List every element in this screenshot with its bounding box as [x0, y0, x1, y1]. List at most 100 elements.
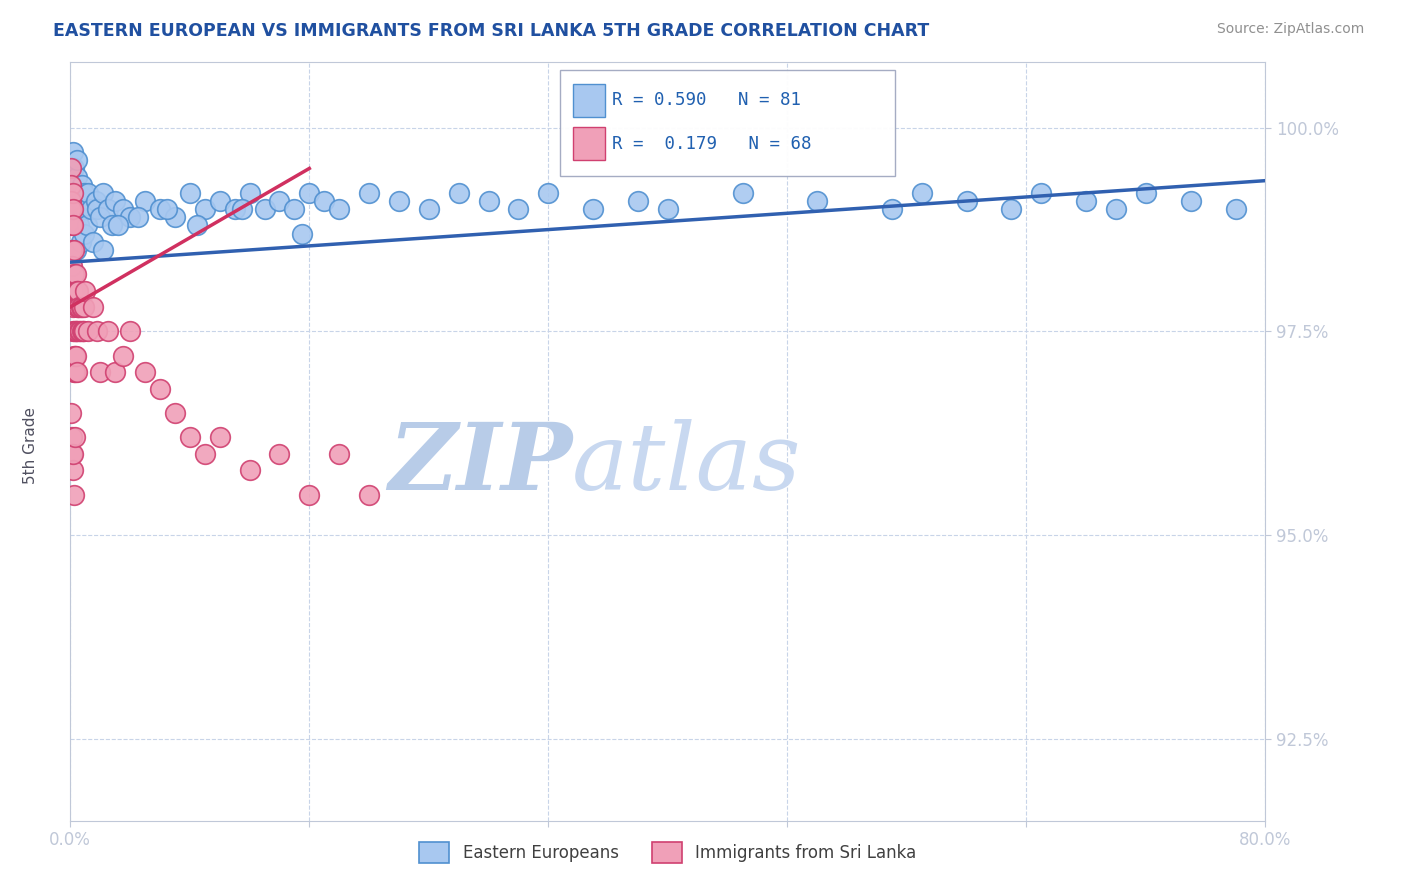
Point [67, 300, 90, 314]
Point [120, 325, 141, 339]
Point [62, 447, 84, 461]
Point [86, 325, 108, 339]
Point [62, 300, 84, 314]
Point [62, 284, 84, 298]
Point [63, 284, 86, 298]
Point [107, 219, 129, 233]
Point [75, 202, 97, 217]
Point [89, 211, 111, 225]
Point [1225, 202, 1247, 217]
Point [179, 186, 201, 200]
Point [62, 202, 84, 217]
Point [63, 365, 86, 379]
Legend: Eastern Europeans, Immigrants from Sri Lanka: Eastern Europeans, Immigrants from Sri L… [412, 836, 924, 869]
Point [66, 300, 89, 314]
Point [66, 284, 89, 298]
Point [63, 161, 86, 176]
Point [104, 194, 127, 208]
Point [80, 202, 103, 217]
Point [65, 202, 87, 217]
Point [186, 219, 208, 233]
Point [77, 186, 100, 200]
Point [269, 447, 291, 461]
Point [163, 211, 186, 225]
Point [62, 161, 84, 176]
Point [60, 219, 83, 233]
Point [1031, 186, 1053, 200]
Point [149, 202, 172, 217]
Point [63, 365, 86, 379]
Point [66, 284, 89, 298]
Point [62, 349, 84, 363]
Point [806, 194, 828, 208]
Point [62, 325, 84, 339]
Point [269, 194, 291, 208]
Point [127, 211, 149, 225]
Point [70, 202, 93, 217]
Point [134, 365, 156, 379]
Point [73, 227, 96, 241]
Point [70, 178, 93, 192]
Point [66, 153, 89, 168]
Point [239, 463, 262, 477]
Point [97, 202, 120, 217]
Point [72, 325, 94, 339]
Point [63, 268, 86, 282]
Point [120, 211, 141, 225]
Point [60, 243, 83, 257]
Point [179, 430, 201, 444]
Point [582, 202, 605, 217]
Point [66, 169, 89, 184]
Point [194, 202, 217, 217]
Point [62, 178, 84, 192]
Point [239, 186, 262, 200]
Point [73, 186, 96, 200]
Point [194, 447, 217, 461]
Point [65, 243, 87, 257]
Point [627, 194, 650, 208]
Text: R =  0.179   N = 68: R = 0.179 N = 68 [612, 135, 811, 153]
Point [62, 202, 84, 217]
Point [388, 194, 411, 208]
Point [82, 235, 104, 249]
Point [63, 349, 86, 363]
Point [418, 202, 440, 217]
Point [208, 194, 231, 208]
Point [911, 186, 934, 200]
Point [208, 430, 231, 444]
Point [63, 430, 86, 444]
Point [60, 447, 83, 461]
Point [508, 202, 530, 217]
Point [62, 186, 84, 200]
Point [1076, 194, 1098, 208]
Point [104, 365, 127, 379]
Text: Source: ZipAtlas.com: Source: ZipAtlas.com [1216, 22, 1364, 37]
Point [60, 430, 83, 444]
Point [163, 406, 186, 420]
Point [72, 202, 94, 217]
Text: R = 0.590   N = 81: R = 0.590 N = 81 [612, 91, 800, 110]
Point [298, 186, 321, 200]
Point [73, 300, 96, 314]
Point [62, 463, 84, 477]
Point [65, 219, 87, 233]
Point [70, 325, 93, 339]
Text: ZIP: ZIP [388, 419, 572, 509]
Point [84, 194, 107, 208]
Point [67, 325, 90, 339]
Point [1135, 186, 1157, 200]
Point [65, 325, 87, 339]
Point [66, 202, 89, 217]
Point [253, 202, 276, 217]
Point [77, 325, 100, 339]
Point [478, 194, 501, 208]
Point [447, 186, 470, 200]
Point [956, 194, 979, 208]
Point [314, 194, 336, 208]
Point [328, 202, 350, 217]
Point [65, 284, 87, 298]
Point [149, 382, 172, 396]
Point [63, 186, 86, 200]
Point [657, 202, 679, 217]
Point [1180, 194, 1202, 208]
